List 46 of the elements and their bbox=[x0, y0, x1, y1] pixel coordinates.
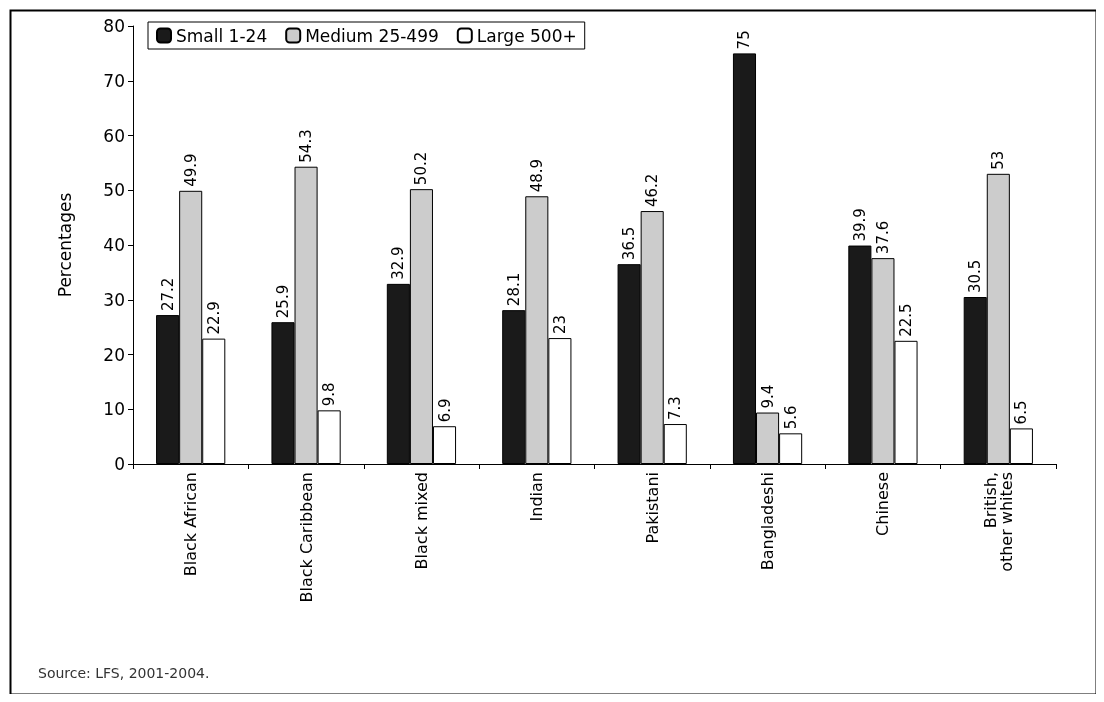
x-tick-label: Black Caribbean bbox=[296, 472, 316, 603]
data-label: 23 bbox=[550, 314, 569, 335]
data-label: 36.5 bbox=[620, 226, 639, 261]
data-label: 6.9 bbox=[435, 398, 454, 423]
y-tick-label: 40 bbox=[103, 235, 125, 255]
data-label: 6.5 bbox=[1012, 400, 1031, 425]
data-label: 46.2 bbox=[643, 173, 662, 208]
data-label: 22.5 bbox=[897, 303, 916, 337]
x-tick-label: Black African bbox=[181, 472, 201, 577]
x-tick-label: Indian bbox=[527, 472, 547, 522]
data-label: 9.4 bbox=[758, 384, 777, 409]
data-label: 48.9 bbox=[527, 158, 546, 193]
x-tick-label: British, other whites bbox=[980, 472, 1016, 572]
y-tick-label: 70 bbox=[103, 70, 125, 91]
y-axis-title: Percentages bbox=[54, 192, 75, 298]
data-label: 9.8 bbox=[320, 382, 339, 407]
x-tick-label: Bangladeshi bbox=[758, 472, 778, 571]
legend-label: Small 1-24 bbox=[176, 25, 268, 46]
y-tick-label: 10 bbox=[103, 399, 125, 420]
y-tick-label: 0 bbox=[114, 454, 125, 474]
y-tick-label: 50 bbox=[103, 180, 125, 201]
data-label: 7.3 bbox=[666, 396, 685, 421]
y-tick-label: 80 bbox=[103, 16, 125, 36]
data-label: 25.9 bbox=[273, 284, 292, 319]
data-label: 5.6 bbox=[781, 405, 800, 430]
data-label: 27.2 bbox=[158, 277, 177, 312]
source-note: Source: LFS, 2001-2004. bbox=[38, 665, 210, 681]
y-tick-label: 30 bbox=[103, 289, 125, 310]
y-tick-label: 20 bbox=[103, 344, 125, 365]
y-tick-label: 60 bbox=[103, 125, 125, 146]
legend-label: Medium 25-499 bbox=[305, 25, 439, 46]
data-label: 53 bbox=[989, 150, 1008, 170]
data-label: 32.9 bbox=[389, 246, 408, 280]
x-tick-label: Black mixed bbox=[411, 472, 431, 570]
x-tick-label: Pakistani bbox=[642, 472, 662, 544]
data-label: 28.1 bbox=[504, 272, 523, 307]
data-label: 54.3 bbox=[297, 129, 316, 163]
legend-label: Large 500+ bbox=[476, 25, 577, 46]
data-label: 37.6 bbox=[873, 220, 892, 255]
x-tick-label: Chinese bbox=[873, 472, 893, 536]
data-label: 39.9 bbox=[850, 208, 869, 242]
data-label: 75 bbox=[735, 30, 754, 50]
data-label: 49.9 bbox=[181, 153, 200, 187]
data-label: 30.5 bbox=[966, 259, 985, 294]
data-label: 50.2 bbox=[412, 151, 431, 186]
data-label: 22.9 bbox=[204, 301, 223, 335]
